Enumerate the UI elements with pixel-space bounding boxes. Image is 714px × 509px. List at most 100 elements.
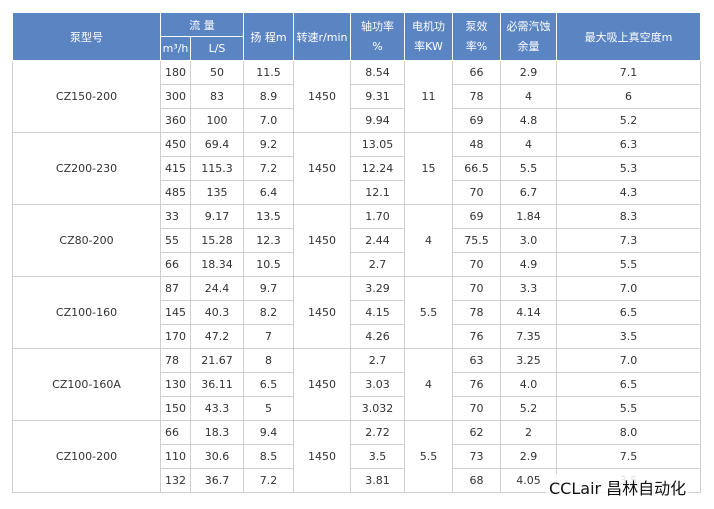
npsh: 3.25 <box>500 348 557 373</box>
flow-m3h: 110 <box>160 444 191 469</box>
npsh: 4 <box>500 84 557 109</box>
shaft-power: 8.54 <box>350 60 405 85</box>
head: 9.2 <box>243 132 294 157</box>
efficiency: 62 <box>452 420 501 445</box>
head: 7 <box>243 324 294 349</box>
table-row: 170 47.2 7 4.26 76 7.35 3.5 <box>13 324 701 349</box>
flow-m3h: 132 <box>160 468 191 493</box>
flow-ls: 21.67 <box>190 348 244 373</box>
flow-m3h: 145 <box>160 300 191 325</box>
npsh: 4.14 <box>500 300 557 325</box>
efficiency: 66.5 <box>452 156 501 181</box>
shaft-power: 4.26 <box>350 324 405 349</box>
npsh: 4.8 <box>500 108 557 133</box>
flow-m3h: 87 <box>160 276 191 301</box>
npsh: 2.9 <box>500 444 557 469</box>
suction: 5.2 <box>556 108 701 133</box>
suction: 7.0 <box>556 276 701 301</box>
table-row: CZ100-160A 78 21.67 8 1450 2.7 4 63 3.25 7.0 <box>12 348 701 421</box>
suction: 7.5 <box>556 444 701 469</box>
header-flow-m3h: m³/h <box>160 36 191 61</box>
table-row: CZ150-200 180 50 11.5 1450 8.54 11 66 2.9 7.1 <box>12 60 701 133</box>
suction: 8.3 <box>556 204 701 229</box>
motor-power: 4 <box>404 348 453 421</box>
flow-m3h: 485 <box>160 180 191 205</box>
motor-power: 5.5 <box>404 276 453 349</box>
npsh: 4.0 <box>500 372 557 397</box>
efficiency: 69 <box>452 204 501 229</box>
efficiency: 70 <box>452 180 501 205</box>
flow-ls: 15.28 <box>190 228 244 253</box>
efficiency: 78 <box>452 300 501 325</box>
flow-ls: 43.3 <box>190 396 244 421</box>
suction: 7.0 <box>556 348 701 373</box>
suction: 6.5 <box>556 372 701 397</box>
flow-ls: 9.17 <box>190 204 244 229</box>
head: 9.7 <box>243 276 294 301</box>
header-suction: 最大吸上真空度m <box>556 12 701 61</box>
header-line: % <box>372 39 383 53</box>
table-row: CZ100-160 87 24.4 9.7 1450 3.29 5.5 70 3.3 7.0 <box>12 276 701 349</box>
table-row: 300 83 8.9 9.31 78 4 6 <box>13 84 701 109</box>
motor-power: 11 <box>404 60 453 133</box>
flow-m3h: 66 <box>160 420 191 445</box>
npsh: 4.9 <box>500 252 557 277</box>
motor-power: 5.5 <box>404 420 453 493</box>
header-line: 必需汽蚀 <box>506 19 551 33</box>
shaft-power: 2.44 <box>350 228 405 253</box>
suction: 3.5 <box>556 324 701 349</box>
suction: 5.5 <box>556 396 701 421</box>
speed: 1450 <box>293 348 351 421</box>
efficiency: 78 <box>452 84 501 109</box>
flow-m3h: 180 <box>160 60 191 85</box>
shaft-power: 3.29 <box>350 276 405 301</box>
npsh: 4 <box>500 132 557 157</box>
shaft-power: 3.03 <box>350 372 405 397</box>
table-row: 55 15.28 12.3 2.44 75.5 3.0 7.3 <box>13 228 701 253</box>
table-row: 145 40.3 8.2 4.15 78 4.14 6.5 <box>13 300 701 325</box>
flow-ls: 40.3 <box>190 300 244 325</box>
watermark: CCLair 昌林自动化 <box>546 474 690 500</box>
flow-ls: 83 <box>190 84 244 109</box>
flow-m3h: 300 <box>160 84 191 109</box>
flow-ls: 36.11 <box>190 372 244 397</box>
shaft-power: 3.81 <box>350 468 405 493</box>
npsh: 3.3 <box>500 276 557 301</box>
head: 9.4 <box>243 420 294 445</box>
head: 7.2 <box>243 468 294 493</box>
table-row: 130 36.11 6.5 3.03 76 4.0 6.5 <box>13 372 701 397</box>
header-flow-ls: L/S <box>190 36 244 61</box>
head: 6.4 <box>243 180 294 205</box>
efficiency: 70 <box>452 396 501 421</box>
header-line: 余量 <box>517 39 540 53</box>
efficiency: 68 <box>452 468 501 493</box>
flow-ls: 115.3 <box>190 156 244 181</box>
npsh: 6.7 <box>500 180 557 205</box>
speed: 1450 <box>293 204 351 277</box>
shaft-power: 2.72 <box>350 420 405 445</box>
shaft-power: 12.24 <box>350 156 405 181</box>
suction: 5.3 <box>556 156 701 181</box>
header-head: 扬 程m <box>243 12 294 61</box>
head: 8 <box>243 348 294 373</box>
flow-ls: 69.4 <box>190 132 244 157</box>
npsh: 1.84 <box>500 204 557 229</box>
shaft-power: 13.05 <box>350 132 405 157</box>
efficiency: 48 <box>452 132 501 157</box>
header-motor-power: 电机功 率KW <box>404 12 453 61</box>
flow-ls: 30.6 <box>190 444 244 469</box>
suction: 5.5 <box>556 252 701 277</box>
model: CZ100-160 <box>12 276 161 349</box>
motor-power: 15 <box>404 132 453 205</box>
head: 13.5 <box>243 204 294 229</box>
table-row: 360 100 7.0 9.94 69 4.8 5.2 <box>13 108 701 133</box>
table-row: CZ200-230 450 69.4 9.2 1450 13.05 15 48 4 6.3 <box>12 132 701 205</box>
head: 5 <box>243 396 294 421</box>
shaft-power: 1.70 <box>350 204 405 229</box>
flow-m3h: 360 <box>160 108 191 133</box>
table-row: 66 18.34 10.5 2.7 70 4.9 5.5 <box>13 252 701 277</box>
efficiency: 76 <box>452 324 501 349</box>
header-line: 泵效 <box>465 19 488 33</box>
head: 6.5 <box>243 372 294 397</box>
flow-m3h: 130 <box>160 372 191 397</box>
